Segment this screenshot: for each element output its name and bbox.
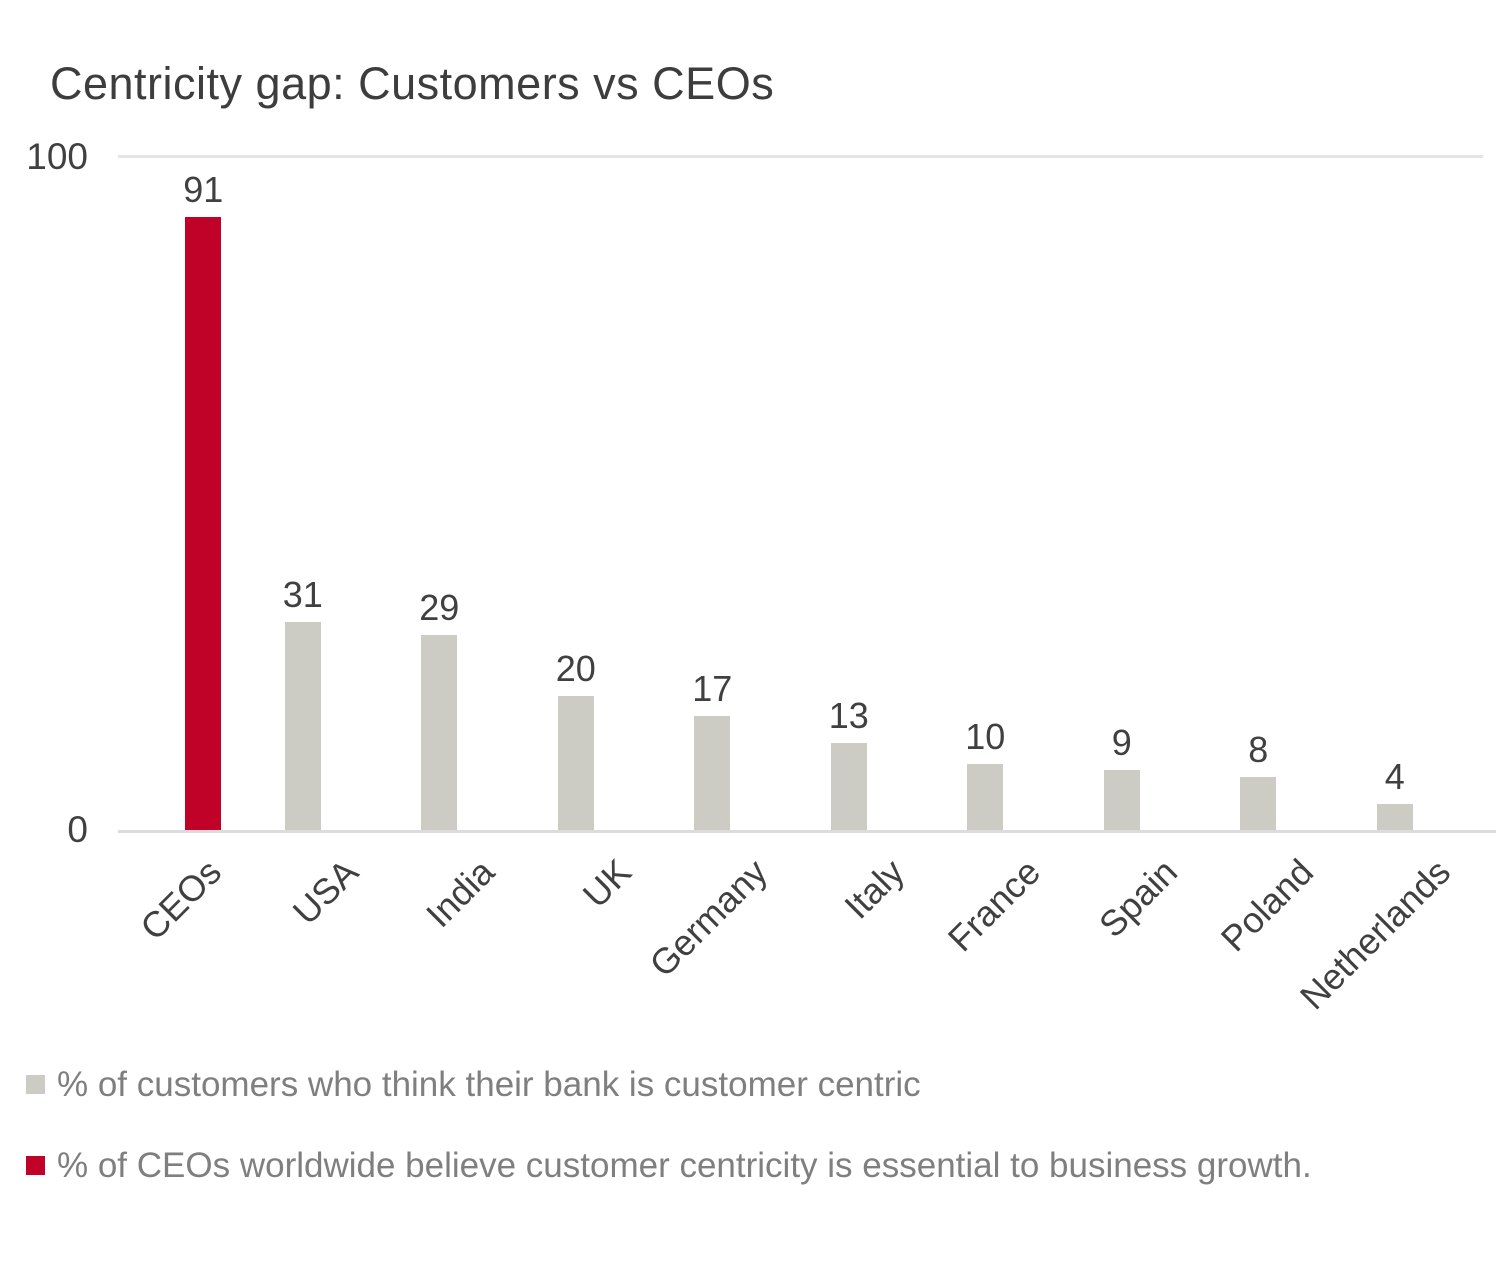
- bar-france: [967, 763, 1004, 831]
- x-axis-label-ceos: CEOs: [132, 851, 230, 948]
- value-label-poland: 8: [1248, 729, 1269, 770]
- bar-spain: [1103, 770, 1140, 831]
- value-label-germany: 17: [692, 668, 733, 710]
- value-label-usa: 31: [282, 573, 323, 615]
- bar-usa: [284, 621, 321, 831]
- value-label-france: 10: [965, 715, 1006, 757]
- bar-netherlands: [1376, 804, 1413, 831]
- x-axis-label-india: India: [418, 851, 503, 936]
- bar-uk: [557, 696, 594, 831]
- legend-item-customers: % of customers who think their bank is c…: [26, 1064, 1312, 1105]
- x-axis-label-usa: USA: [284, 851, 366, 933]
- x-axis-label-france: France: [940, 851, 1049, 960]
- chart-title: Centricity gap: Customers vs CEOs: [50, 58, 775, 109]
- legend-swatch-gray: [26, 1075, 45, 1094]
- bar-ceos: [185, 216, 222, 831]
- x-axis-label-germany: Germany: [641, 851, 776, 985]
- value-label-italy: 13: [828, 695, 869, 737]
- y-axis-tick-100: 100: [26, 136, 88, 177]
- legend-swatch-red: [26, 1156, 45, 1175]
- bar-italy: [830, 743, 867, 831]
- value-label-uk: 20: [555, 648, 596, 689]
- x-axis-label-uk: UK: [574, 851, 639, 916]
- gridline-100: [118, 155, 1483, 158]
- bar-germany: [694, 716, 731, 831]
- bar-india: [421, 635, 458, 831]
- value-label-spain: 9: [1111, 722, 1132, 764]
- legend-item-ceos: % of CEOs worldwide believe customer cen…: [26, 1145, 1312, 1186]
- x-axis-label-spain: Spain: [1090, 851, 1185, 946]
- value-label-netherlands: 4: [1384, 756, 1405, 797]
- value-label-ceos: 91: [183, 168, 224, 210]
- legend-label-customers: % of customers who think their bank is c…: [57, 1065, 921, 1104]
- value-label-india: 29: [419, 587, 460, 629]
- x-axis-line: [118, 830, 1496, 833]
- bar-poland: [1240, 777, 1277, 831]
- x-axis-label-poland: Poland: [1212, 851, 1322, 960]
- legend: % of customers who think their bank is c…: [26, 1064, 1312, 1226]
- y-axis-tick-0: 0: [67, 809, 88, 850]
- legend-label-ceos: % of CEOs worldwide believe customer cen…: [57, 1146, 1312, 1185]
- x-axis-label-italy: Italy: [836, 851, 912, 927]
